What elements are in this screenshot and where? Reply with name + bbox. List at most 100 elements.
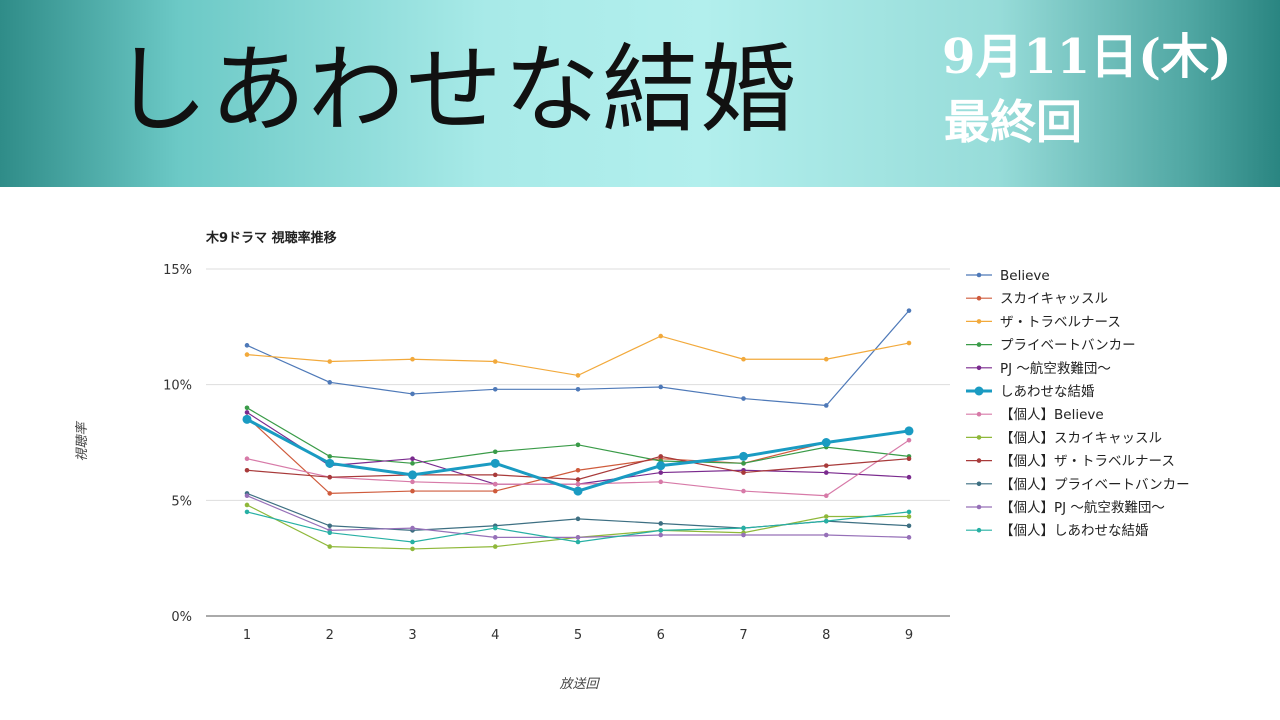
data-point <box>244 410 250 415</box>
data-point <box>906 308 912 313</box>
data-point <box>823 493 829 499</box>
data-point <box>741 532 746 538</box>
y-tick-label: 15% <box>163 263 192 278</box>
data-point <box>492 449 498 455</box>
legend-swatch-dot <box>976 319 982 324</box>
data-point <box>823 463 829 468</box>
legend-entry: プライベートバンカー <box>966 338 1136 354</box>
data-point <box>244 502 250 508</box>
legend-entry: 【個人】プライベートバンカー <box>966 477 1190 493</box>
data-point <box>575 442 581 448</box>
data-point <box>242 414 252 424</box>
data-point <box>575 535 581 540</box>
data-point <box>492 359 498 364</box>
data-point <box>658 532 664 538</box>
legend-entry: スカイキャッスル <box>966 291 1108 307</box>
data-point <box>821 438 831 447</box>
legend-entry: PJ 〜航空救難団〜 <box>966 361 1111 377</box>
legend-swatch-dot <box>976 411 982 417</box>
data-point <box>741 356 746 362</box>
x-tick-label: 3 <box>408 628 416 643</box>
legend-label: スカイキャッスル <box>1000 291 1108 307</box>
legend-entry: Believe <box>966 268 1050 284</box>
data-point <box>906 474 912 480</box>
data-point <box>492 525 498 531</box>
data-point <box>906 523 912 529</box>
series-7 <box>244 437 912 499</box>
legend-swatch-dot <box>976 365 982 371</box>
data-point <box>327 454 333 459</box>
data-point <box>327 359 333 364</box>
data-point <box>325 458 335 468</box>
legend-label: しあわせな結婚 <box>1000 384 1095 400</box>
data-point <box>658 479 664 485</box>
legend-swatch-dot <box>976 481 982 487</box>
data-point <box>244 343 250 348</box>
data-point <box>410 391 415 397</box>
data-point <box>410 539 415 545</box>
legend-entry: 【個人】スカイキャッスル <box>966 430 1162 446</box>
data-point <box>739 451 748 461</box>
data-point <box>823 514 829 519</box>
y-tick-label: 10% <box>163 379 192 394</box>
x-tick-label: 2 <box>326 628 334 643</box>
series-3 <box>244 333 912 378</box>
data-point <box>741 470 746 475</box>
gridlines: 0% 5% 10% 15% 1 2 3 4 5 6 7 8 9 <box>163 263 950 643</box>
data-point <box>575 539 581 545</box>
legend-label: 【個人】プライベートバンカー <box>1000 477 1190 493</box>
legend-swatch-dot <box>976 272 982 278</box>
data-point <box>492 544 498 549</box>
data-point <box>741 488 746 494</box>
data-point <box>410 456 415 461</box>
data-point <box>575 516 581 522</box>
chart-title: 木9ドラマ 視聴率推移 <box>205 230 337 246</box>
legend-label: 【個人】しあわせな結婚 <box>1000 523 1149 539</box>
data-point <box>823 470 829 475</box>
data-point <box>327 491 333 496</box>
show-title: しあわせな結婚 <box>112 34 798 146</box>
legend-label: ザ・トラベルナース <box>1000 314 1121 330</box>
data-point <box>906 514 912 519</box>
data-point <box>823 403 829 408</box>
data-point <box>658 521 664 526</box>
legend-swatch-dot <box>976 295 982 301</box>
legend-entry: 【個人】しあわせな結婚 <box>966 523 1149 539</box>
x-tick-label: 5 <box>574 628 582 643</box>
legend-label: 【個人】ザ・トラベルナース <box>1000 454 1175 470</box>
legend-swatch-dot <box>974 386 984 396</box>
legend-swatch-dot <box>976 527 982 533</box>
data-point <box>492 535 498 540</box>
data-point <box>492 472 498 478</box>
data-point <box>327 544 333 549</box>
series-5 <box>244 410 912 487</box>
data-point <box>410 525 415 531</box>
data-point <box>658 454 664 459</box>
legend-entry: しあわせな結婚 <box>966 384 1095 400</box>
series-4 <box>244 405 912 466</box>
series-line <box>246 455 910 481</box>
data-point <box>741 396 746 401</box>
series-10 <box>244 491 912 533</box>
data-point <box>327 523 333 529</box>
legend-label: PJ 〜航空救難団〜 <box>1000 361 1111 377</box>
episode-label: 最終回 <box>944 95 1082 149</box>
data-point <box>244 405 250 411</box>
data-point <box>244 467 250 473</box>
series-1 <box>244 308 912 408</box>
series-line <box>246 411 910 485</box>
legend-label: 【個人】Believe <box>1000 407 1104 423</box>
data-point <box>658 528 664 533</box>
data-point <box>658 333 664 339</box>
series-line <box>246 495 910 538</box>
y-axis-label: 視聴率 <box>74 421 90 462</box>
x-tick-label: 6 <box>657 628 665 643</box>
data-point <box>244 352 250 357</box>
x-tick-label: 8 <box>822 628 830 643</box>
data-point <box>327 380 333 385</box>
series-line <box>246 407 910 464</box>
data-point <box>410 461 415 466</box>
legend-label: 【個人】PJ 〜航空救難団〜 <box>1000 500 1165 516</box>
data-point <box>823 532 829 538</box>
